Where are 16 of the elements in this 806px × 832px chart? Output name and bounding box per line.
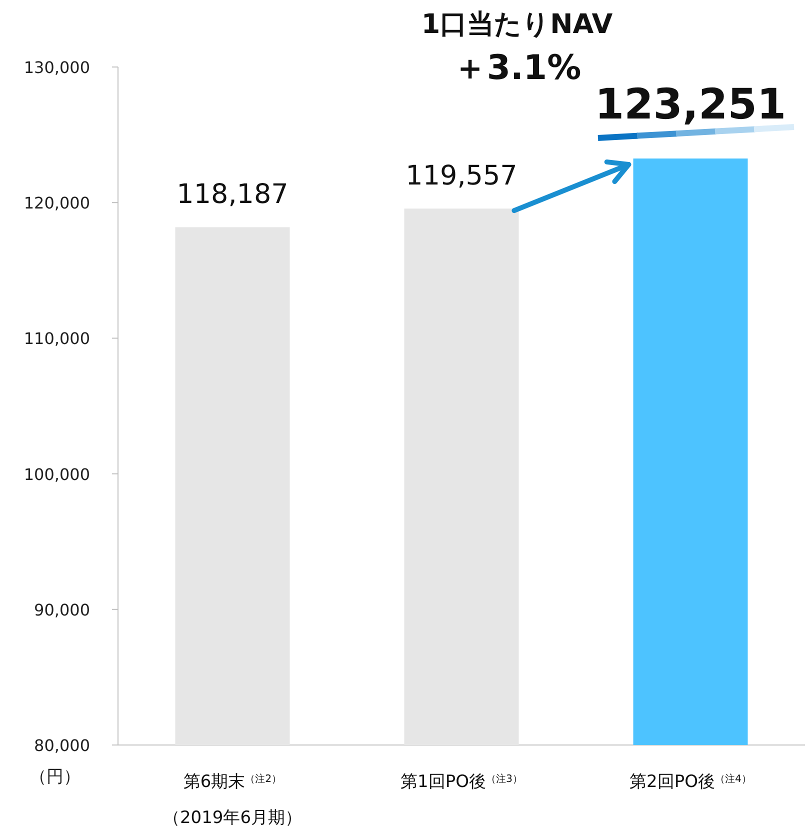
data-label: 118,187: [176, 179, 288, 210]
y-axis-title: （円）: [30, 767, 80, 787]
y-tick-label: 80,000: [34, 736, 90, 755]
x-tick-label: 第1回PO後$^{（注3）}$: [400, 772, 522, 792]
data-label: 119,557: [406, 160, 518, 192]
y-tick-label: 100,000: [24, 464, 90, 484]
x-tick-label: 第2回PO後$^{（注4）}$: [630, 772, 752, 792]
annotation: ＋3.1%: [452, 48, 582, 88]
data-label: 123,251: [594, 80, 786, 129]
y-tick-label: 90,000: [34, 600, 90, 620]
y-tick-label: 110,000: [24, 329, 90, 348]
text: 1口当たりNAV: [421, 9, 613, 40]
y-tick-label: 130,000: [24, 58, 90, 77]
x-tick-label: 第6期末$^{（注2）}$: [183, 772, 282, 792]
y-tick-label: 120,000: [24, 194, 90, 213]
text: （2019年6月期）: [162, 808, 302, 828]
